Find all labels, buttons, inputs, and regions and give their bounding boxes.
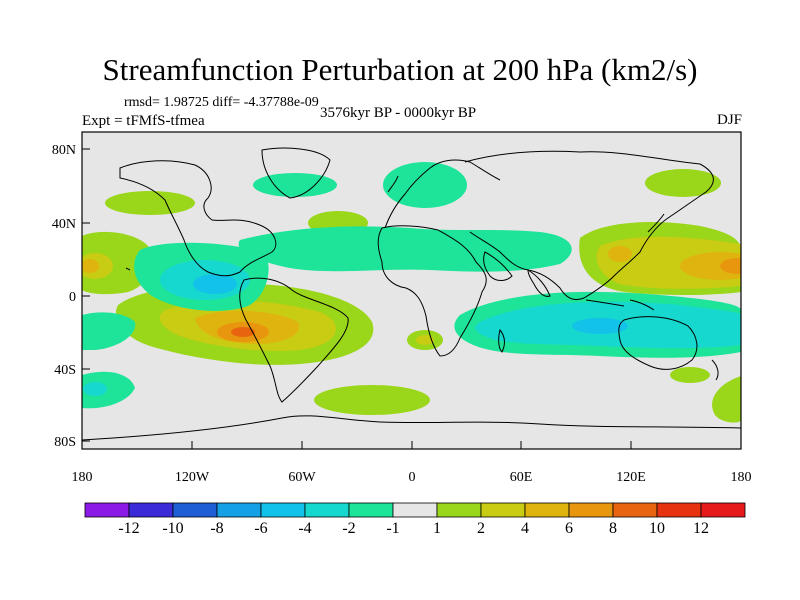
anomaly-positive-tasman [670, 367, 710, 383]
colorbar-swatch [656, 502, 702, 518]
coastline-south-america [239, 277, 349, 403]
anomaly-positive-west-pacific-peak [82, 259, 99, 273]
lon-label: 0 [409, 470, 416, 485]
stats-text: rmsd= 1.98725 diff= -4.37788e-09 [124, 95, 319, 110]
lon-ticks [81, 441, 742, 449]
period-label: 3576kyr BP - 0000kyr BP [320, 105, 477, 121]
colorbar-label: -1 [386, 520, 399, 537]
anomaly-negative-tropical-band [238, 226, 572, 272]
anomaly-positive-south-atlantic-core [416, 335, 434, 345]
lat-label: 40S [54, 363, 76, 378]
colorbar-label: 6 [565, 520, 573, 537]
coastline-japan [647, 213, 665, 233]
lon-labels: 180 120W 60W 0 60E 120E 180 [72, 470, 752, 485]
colorbar [84, 502, 746, 518]
colorbar-swatch [524, 502, 570, 518]
colorbar-swatch [216, 502, 262, 518]
lon-label: 120W [175, 470, 210, 485]
colorbar-swatch [480, 502, 526, 518]
lat-label: 0 [69, 290, 76, 305]
coastline-africa [377, 225, 487, 357]
anomaly-positive-north-pacific [645, 169, 721, 197]
anomaly-negative-south-pacific-core [83, 382, 107, 396]
lat-label: 80N [52, 143, 76, 158]
coastline-indonesia [585, 299, 655, 311]
season-label: DJF [716, 112, 742, 128]
colorbar-swatch [436, 502, 482, 518]
experiment-label: Expt = tFMfS-tfmea [82, 113, 205, 129]
lat-labels: 80N 40N 0 40S 80S [52, 143, 76, 450]
coastline-antarctica [82, 415, 741, 441]
colorbar-label: 10 [649, 520, 665, 537]
anomaly-negative-indian-ocean-peak [572, 318, 628, 334]
coastline-hawaii [125, 267, 131, 271]
anomaly-positive-north-atlantic-west [105, 191, 195, 215]
lat-label: 80S [54, 435, 76, 450]
lon-label: 60E [510, 470, 533, 485]
coastline-greenland [261, 147, 331, 199]
colorbar-label: -4 [298, 520, 311, 537]
lon-label: 180 [731, 470, 752, 485]
colorbar-label: -8 [210, 520, 223, 537]
colorbar-swatch [700, 502, 746, 518]
colorbar-label: -10 [162, 520, 183, 537]
colorbar-label: 2 [477, 520, 485, 537]
colorbar-swatch [612, 502, 658, 518]
coastline-arabia [483, 251, 513, 281]
colorbar-labels: -12 -10 -8 -6 -4 -2 -1 1 2 4 6 8 10 12 [118, 520, 709, 537]
lat-ticks [82, 148, 90, 442]
coastline-new-zealand [711, 359, 719, 381]
colorbar-swatch [260, 502, 306, 518]
colorbar-swatch [128, 502, 174, 518]
contour-fills [82, 162, 741, 423]
coastlines [82, 147, 741, 441]
anomaly-negative-southwest-pacific [82, 312, 136, 350]
anomaly-positive-southern-ocean [314, 385, 430, 415]
colorbar-label: 12 [693, 520, 709, 537]
anomaly-negative-central-pacific-peak [193, 274, 237, 294]
colorbar-label: 1 [433, 520, 441, 537]
colorbar-swatch [348, 502, 394, 518]
colorbar-swatch [84, 502, 130, 518]
colorbar-swatch [568, 502, 614, 518]
coastline-madagascar [498, 328, 505, 353]
colorbar-label: -6 [254, 520, 267, 537]
coastline-europe [384, 159, 501, 229]
colorbar-label: -2 [342, 520, 355, 537]
anomaly-positive-asia-pacific-core [680, 252, 741, 280]
coastline-north-america [119, 160, 277, 277]
anomaly-negative-north-atlantic [383, 162, 467, 208]
coastline-australia [618, 316, 698, 370]
anomaly-positive-southeast-pacific [712, 376, 741, 423]
anomaly-positive-west-pacific [82, 231, 153, 295]
colorbar-label: -12 [118, 520, 139, 537]
anomaly-positive-south-america-max [231, 327, 255, 337]
lon-label: 120E [616, 470, 646, 485]
lon-label: 60W [288, 470, 316, 485]
lon-label: 180 [72, 470, 93, 485]
colorbar-swatch [304, 502, 350, 518]
coastline-uk [387, 175, 399, 193]
anomaly-negative-south-pacific [82, 371, 135, 409]
colorbar-label: 4 [521, 520, 529, 537]
anomaly-positive-northwest-pacific [608, 246, 632, 262]
chart-title: Streamfunction Perturbation at 200 hPa (… [102, 52, 698, 87]
colorbar-swatch [172, 502, 218, 518]
colorbar-swatch [392, 502, 438, 518]
colorbar-label: 8 [609, 520, 617, 537]
lat-label: 40N [52, 217, 76, 232]
anomaly-negative-greenland [253, 173, 337, 197]
coastline-india [527, 269, 551, 297]
anomaly-positive-asia-pacific-peak [720, 258, 741, 274]
